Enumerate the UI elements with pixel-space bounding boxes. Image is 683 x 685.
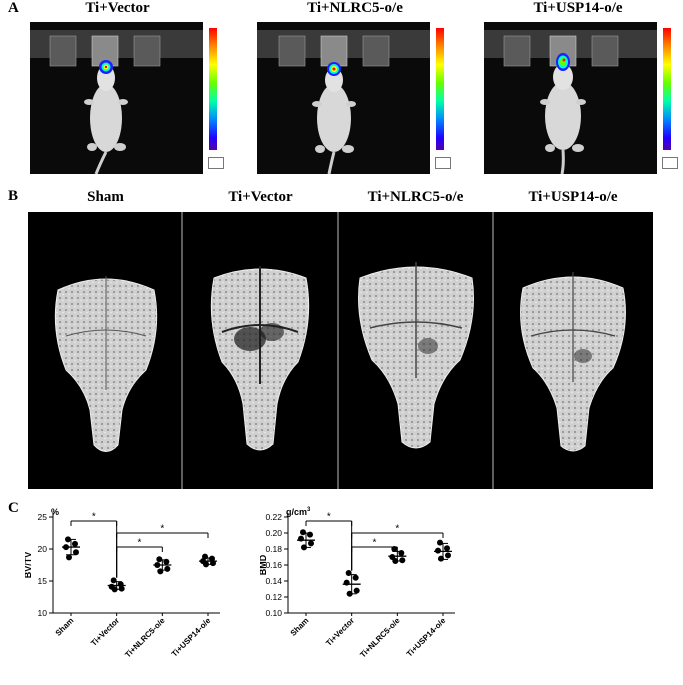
- luminescence-colorbar: [663, 28, 671, 150]
- panel-b-title-3: Ti+NLRC5-o/e: [367, 189, 464, 205]
- y-tick-label: 10: [38, 608, 48, 618]
- significance-star: *: [395, 524, 399, 535]
- significance-star: *: [160, 524, 164, 535]
- luminescence-colorbar: [436, 28, 444, 150]
- data-point: [209, 555, 215, 562]
- y-tick-label: 0.20: [265, 528, 282, 538]
- x-tick-label: Ti+Vector: [89, 616, 121, 648]
- data-point: [73, 549, 79, 556]
- mouse-illustration: [30, 22, 203, 174]
- data-point: [300, 529, 306, 536]
- x-tick-label: Sham: [54, 616, 76, 638]
- data-point: [156, 556, 163, 563]
- data-point: [445, 552, 451, 559]
- data-point: [72, 540, 78, 547]
- x-tick-label: Ti+NLRC5-o/e: [123, 616, 167, 660]
- panel-a-title-2: Ti+NLRC5-o/e: [307, 0, 403, 16]
- data-point: [118, 585, 125, 592]
- x-tick-label: Ti+Vector: [324, 616, 356, 648]
- panel-c-label: C: [8, 500, 19, 516]
- y-tick-label: 25: [38, 512, 48, 522]
- x-tick-label: Ti+NLRC5-o/e: [358, 616, 402, 660]
- significance-star: *: [373, 538, 377, 549]
- ivis-image-nlrc5: [257, 22, 430, 174]
- luminescence-colorbar: [209, 28, 217, 150]
- significance-star: *: [138, 538, 142, 549]
- microct-panel: [28, 212, 653, 489]
- y-axis-label: BMD: [260, 554, 268, 575]
- data-point: [110, 577, 117, 584]
- y-tick-label: 20: [38, 544, 48, 554]
- panel-b-label: B: [8, 188, 19, 204]
- skull-vector: [210, 266, 310, 451]
- skull-illustrations: [54, 212, 626, 489]
- panel-b-title-1: Sham: [87, 189, 124, 205]
- skull-nlrc5: [358, 262, 474, 449]
- mouse-illustration: [484, 22, 657, 174]
- unit-label: %: [51, 507, 59, 517]
- x-tick-label: Sham: [289, 616, 311, 638]
- y-tick-label: 0.22: [265, 512, 282, 522]
- scale-info-box: [435, 157, 451, 169]
- data-point: [66, 554, 72, 561]
- x-tick-label: Ti+USP14-o/e: [405, 616, 448, 659]
- significance-star: *: [327, 512, 331, 523]
- data-point: [308, 540, 314, 547]
- data-point: [435, 547, 441, 554]
- y-axis-label: BV/TV: [25, 552, 33, 579]
- significance-star: *: [92, 512, 96, 523]
- panel-a-title-1: Ti+Vector: [85, 0, 150, 16]
- data-point: [164, 565, 171, 572]
- x-tick-label: Ti+USP14-o/e: [170, 616, 213, 659]
- data-point: [399, 557, 406, 564]
- mouse-illustration: [257, 22, 430, 174]
- y-tick-label: 0.12: [265, 592, 282, 602]
- bvtv-chart: 10 15 20 25 % BV/TV Sham Ti+Vector Ti+NLRC5-o/e T…: [25, 507, 220, 660]
- scale-info-box: [208, 157, 224, 169]
- y-tick-label: 15: [38, 576, 48, 586]
- ivis-image-usp14: [484, 22, 657, 174]
- panel-b-title-4: Ti+USP14-o/e: [528, 189, 618, 205]
- skull-sham: [54, 276, 158, 452]
- bmd-chart: 0.10 0.12 0.14 0.16 0.18 0.20 0.22 g/cm3 BMD Sham…: [260, 507, 455, 660]
- panel-a-label: A: [8, 0, 19, 16]
- data-point: [444, 545, 450, 552]
- y-tick-label: 0.10: [265, 608, 282, 618]
- unit-label: g/cm3: [286, 507, 311, 517]
- y-tick-label: 0.18: [265, 544, 282, 554]
- data-point: [437, 539, 443, 546]
- data-point: [353, 587, 360, 594]
- y-tick-label: 0.16: [265, 560, 282, 570]
- skull-usp14: [520, 272, 626, 452]
- scale-info-box: [662, 157, 678, 169]
- ivis-image-vector: [30, 22, 203, 174]
- data-point: [352, 574, 359, 581]
- panel-b-title-2: Ti+Vector: [228, 189, 293, 205]
- panel-a-title-3: Ti+USP14-o/e: [533, 0, 623, 16]
- y-tick-label: 0.14: [265, 576, 282, 586]
